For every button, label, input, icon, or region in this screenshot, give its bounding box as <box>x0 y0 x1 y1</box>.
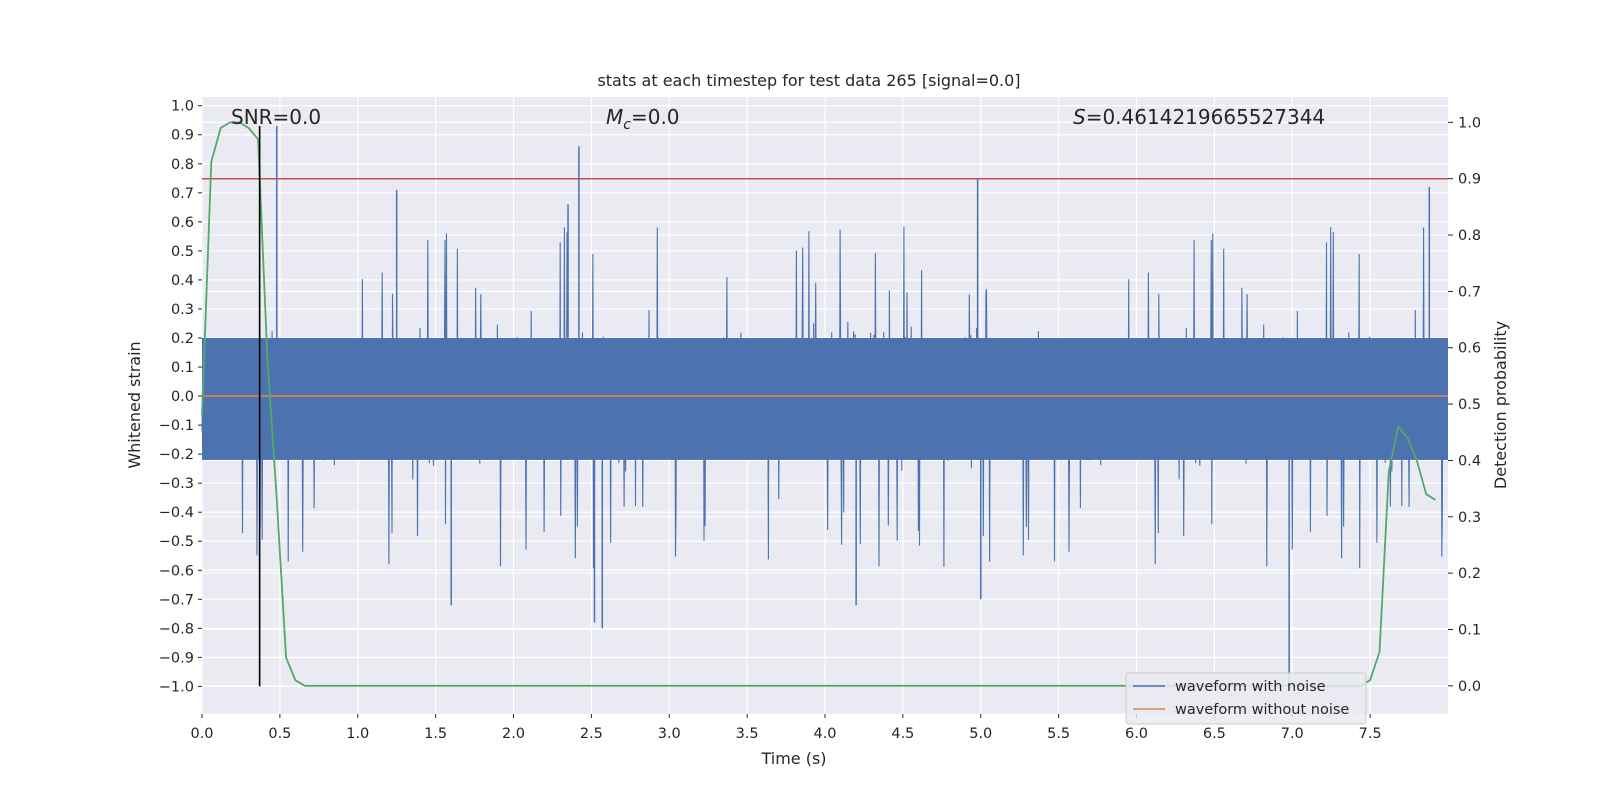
x-tick-label-5: 2.5 <box>580 726 603 742</box>
y-tick-label-left-6: 0.4 <box>171 273 194 289</box>
y-tick-label-left-10: 0.0 <box>171 389 194 405</box>
x-tick-label-0: 0.0 <box>190 726 213 742</box>
y-tick-label-left-18: −0.8 <box>159 621 194 637</box>
y-tick-label-left-14: −0.4 <box>159 505 194 521</box>
noise-core <box>202 337 1448 460</box>
y-axis-left-ticks: 1.0 0.9 0.8 0.7 0.6 0.5 0.4 0.3 0.2 0.1 0.0 −0.1 −0.… <box>159 99 202 695</box>
y-tick-label-left-12: −0.2 <box>159 447 194 463</box>
statistic-value: =0.4614219665527344 <box>1086 105 1325 129</box>
x-tick-label-10: 5.0 <box>969 726 992 742</box>
x-tick-label-6: 3.0 <box>658 726 681 742</box>
y-tick-label-right-9: 0.1 <box>1458 622 1481 638</box>
x-tick-label-2: 1.0 <box>346 726 369 742</box>
legend-label-noise: waveform with noise <box>1175 679 1326 695</box>
y-axis-label-left: Whitened strain <box>125 341 144 468</box>
y-tick-label-right-2: 0.8 <box>1458 228 1481 244</box>
x-tick-label-9: 4.5 <box>891 726 914 742</box>
y-tick-label-right-1: 0.9 <box>1458 172 1481 188</box>
y-tick-label-right-10: 0.0 <box>1458 679 1481 695</box>
legend: waveform with noise waveform without noi… <box>1125 672 1367 725</box>
y-tick-label-right-4: 0.6 <box>1458 341 1481 357</box>
y-tick-label-right-8: 0.2 <box>1458 566 1481 582</box>
y-tick-label-left-9: 0.1 <box>171 360 194 376</box>
statistic-annotation: S=0.4614219665527344 <box>1073 105 1325 129</box>
y-tick-label-left-16: −0.6 <box>159 563 194 579</box>
y-tick-label-left-4: 0.6 <box>171 215 194 231</box>
y-axis-label-right: Detection probability <box>1491 321 1510 489</box>
x-tick-label-4: 2.0 <box>502 726 525 742</box>
x-tick-label-15: 7.5 <box>1359 726 1382 742</box>
y-tick-label-right-6: 0.4 <box>1458 453 1481 469</box>
snr-annotation: SNR=0.0 <box>231 105 321 129</box>
x-tick-label-8: 4.0 <box>813 726 836 742</box>
x-tick-label-1: 0.5 <box>268 726 291 742</box>
y-tick-label-left-2: 0.8 <box>171 157 194 173</box>
y-axis-right-ticks: 1.0 0.9 0.8 0.7 0.6 0.5 0.4 0.3 0.2 0.1 0.0 <box>1448 115 1481 695</box>
chirp-mass-subscript: c <box>623 117 631 133</box>
y-tick-label-right-7: 0.3 <box>1458 510 1481 526</box>
y-tick-label-left-8: 0.2 <box>171 331 194 347</box>
y-tick-label-left-15: −0.5 <box>159 534 194 550</box>
y-tick-label-right-0: 1.0 <box>1458 115 1481 131</box>
y-tick-label-left-5: 0.5 <box>171 244 194 260</box>
legend-box <box>1125 672 1367 725</box>
chirp-mass-symbol: M <box>606 105 623 129</box>
y-tick-label-right-3: 0.7 <box>1458 284 1481 300</box>
legend-label-no-noise: waveform without noise <box>1175 702 1349 718</box>
statistic-symbol: S <box>1073 105 1086 129</box>
y-tick-label-left-1: 0.9 <box>171 128 194 144</box>
y-tick-label-left-3: 0.7 <box>171 186 194 202</box>
y-tick-label-left-19: −0.9 <box>159 650 194 666</box>
y-tick-label-left-0: 1.0 <box>171 99 194 115</box>
x-tick-label-12: 6.0 <box>1125 726 1148 742</box>
y-tick-label-left-11: −0.1 <box>159 418 194 434</box>
series-lines <box>201 121 1448 687</box>
x-tick-label-7: 3.5 <box>736 726 759 742</box>
x-tick-label-13: 6.5 <box>1203 726 1226 742</box>
x-axis-label: Time (s) <box>760 749 826 768</box>
y-tick-label-left-20: −1.0 <box>159 679 194 695</box>
chart-title: stats at each timestep for test data 265… <box>597 71 1020 90</box>
y-tick-label-left-7: 0.3 <box>171 302 194 318</box>
y-tick-label-left-13: −0.3 <box>159 476 194 492</box>
y-tick-label-right-5: 0.5 <box>1458 397 1481 413</box>
x-tick-label-14: 7.0 <box>1281 726 1304 742</box>
series-waveform-with-noise <box>201 126 1449 684</box>
chirp-mass-annotation: Mc=0.0 <box>606 105 680 133</box>
chirp-mass-value: =0.0 <box>631 105 680 129</box>
series-detection-probability <box>201 121 1436 687</box>
x-tick-label-3: 1.5 <box>424 726 447 742</box>
x-tick-label-11: 5.5 <box>1047 726 1070 742</box>
y-tick-label-left-17: −0.7 <box>159 592 194 608</box>
